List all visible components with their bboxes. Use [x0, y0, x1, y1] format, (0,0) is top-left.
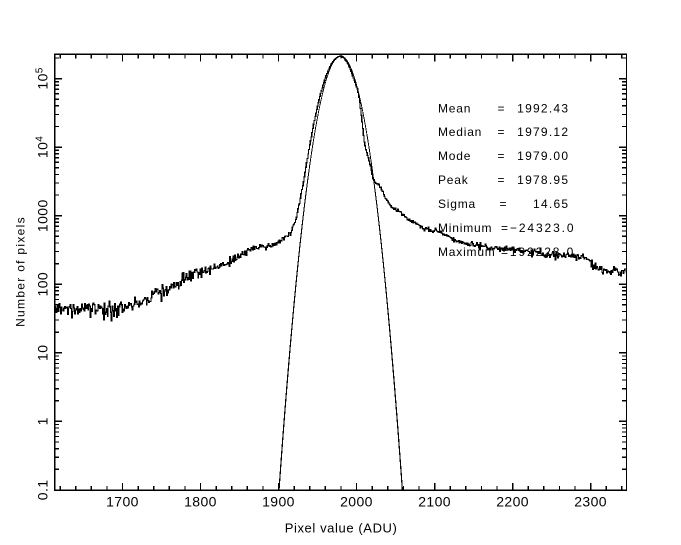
svg-text:Sigma: Sigma: [438, 197, 476, 211]
svg-text:Peak: Peak: [438, 173, 469, 187]
svg-text:Minimum: Minimum: [438, 221, 492, 235]
svg-text:100: 100: [35, 272, 51, 297]
svg-text:1900: 1900: [262, 494, 295, 510]
svg-text:Mode: Mode: [438, 149, 471, 163]
svg-text:1979.12: 1979.12: [517, 125, 569, 139]
svg-text:Mean: Mean: [438, 101, 471, 115]
svg-text:1800: 1800: [184, 494, 217, 510]
svg-text:2200: 2200: [496, 494, 529, 510]
svg-text:Maximum: Maximum: [438, 245, 496, 259]
svg-text:2300: 2300: [574, 494, 607, 510]
svg-text:10: 10: [35, 345, 51, 361]
svg-text:1000: 1000: [35, 199, 51, 232]
svg-text:0.1: 0.1: [35, 480, 51, 501]
svg-text:=: =: [498, 173, 506, 187]
svg-text:=−24323.0: =−24323.0: [501, 221, 576, 235]
svg-text:14.65: 14.65: [533, 197, 569, 211]
svg-text:2100: 2100: [418, 494, 451, 510]
svg-text:1992.43: 1992.43: [517, 101, 569, 115]
svg-text:Number of pixels: Number of pixels: [14, 216, 28, 327]
svg-text:Pixel value (ADU): Pixel value (ADU): [285, 521, 398, 536]
svg-text:=: =: [498, 125, 506, 139]
svg-text:1700: 1700: [106, 494, 139, 510]
svg-text:1979.00: 1979.00: [517, 149, 569, 163]
svg-text:1: 1: [35, 417, 51, 425]
svg-text:2000: 2000: [340, 494, 373, 510]
svg-text:1978.95: 1978.95: [517, 173, 569, 187]
svg-text:=: =: [498, 101, 506, 115]
svg-text:=: =: [500, 197, 508, 211]
svg-text:=192228.0: =192228.0: [501, 245, 575, 259]
svg-text:=: =: [498, 149, 506, 163]
svg-text:Median: Median: [438, 125, 482, 139]
